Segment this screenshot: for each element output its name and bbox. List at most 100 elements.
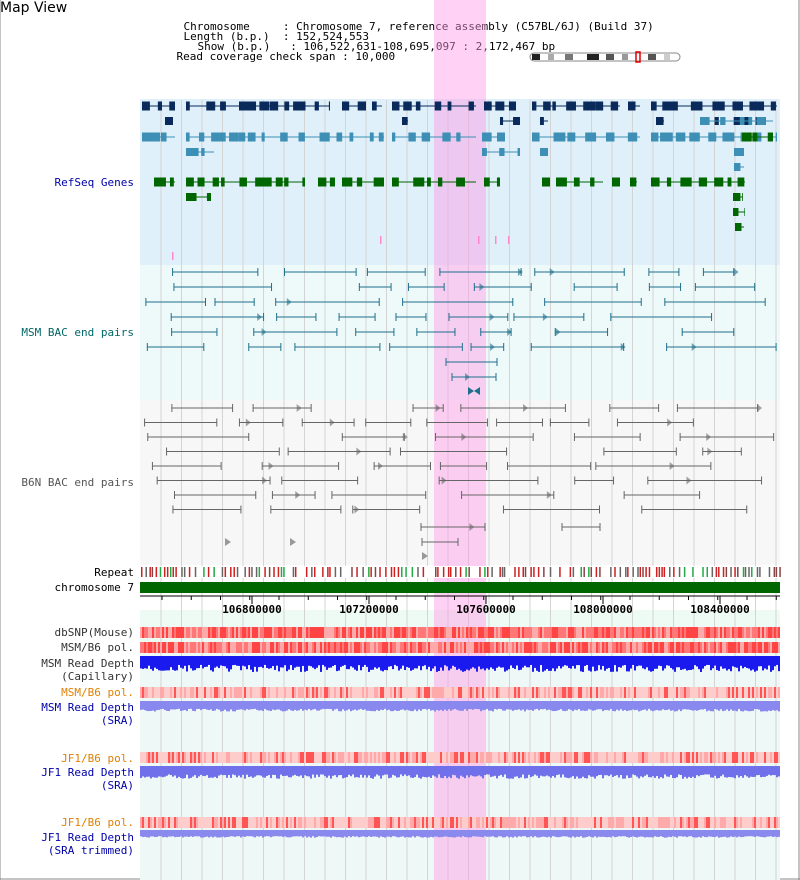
dbsnp-cell (234, 627, 236, 638)
gene-exon (229, 132, 239, 142)
msm-sra-depth (242, 701, 244, 710)
msm-sra-depth (700, 701, 702, 710)
jf1-b6-pol-2-cell (628, 817, 630, 828)
msm-b6-pol-cell (266, 642, 268, 653)
msm-capillary-depth (196, 656, 198, 669)
msm-b6-pol-sra-cell (224, 687, 226, 698)
jf1-trimmed-depth (198, 830, 200, 837)
repeat-element (385, 567, 387, 577)
msm-sra-depth (776, 701, 778, 711)
jf1-b6-pol-cell (266, 752, 268, 763)
msm-sra-depth (216, 701, 218, 709)
repeat-element (759, 567, 761, 577)
msm-sra-depth (146, 701, 148, 711)
msm-b6-pol-sra-cell (386, 687, 388, 698)
jf1-b6-pol-cell (656, 752, 658, 763)
msm-b6-pol-sra-cell (636, 687, 638, 698)
refseq-genes-track[interactable] (142, 101, 777, 261)
jf1-trimmed-depth (338, 830, 340, 838)
b6n-bac-track[interactable] (144, 404, 775, 560)
msm-capillary-depth (214, 656, 216, 668)
jf1-b6-pol-2-cell (156, 817, 158, 828)
dbsnp-cell (400, 627, 402, 638)
jf1-b6-pol-2-cell (526, 817, 528, 828)
msm-sra-depth (258, 701, 260, 711)
jf1-b6-pol-2-cell (602, 817, 604, 828)
msm-sra-depth (454, 701, 456, 709)
gene-exon (197, 177, 205, 187)
label-msm-bac[interactable]: MSM BAC end pairs (21, 326, 134, 339)
msm-sra-depth (574, 701, 576, 710)
repeat-element (203, 567, 205, 577)
label-b6n-bac[interactable]: B6N BAC end pairs (21, 476, 134, 489)
msm-b6-pol-sra-cell (674, 687, 676, 698)
show-key: Show (b.p.) (197, 40, 291, 53)
jf1-b6-pol-2-cell (606, 817, 608, 828)
jf1-sra-depth (566, 766, 568, 778)
jf1-sra-depth (596, 766, 598, 777)
jf1-b6-pol-cell (226, 752, 228, 763)
chromosome-bar[interactable] (140, 582, 780, 593)
msm-b6-pol-sra-cell (162, 687, 164, 698)
msm-bac-track[interactable] (145, 268, 777, 395)
jf1-trimmed-depth (430, 830, 432, 837)
msm-b6-pol-cell (204, 642, 206, 653)
msm-b6-pol-sra-cell (608, 687, 610, 698)
chromosome-ideogram[interactable] (529, 51, 681, 63)
dbsnp-cell (654, 627, 656, 638)
msm-b6-pol-cell (472, 642, 474, 653)
data-tracks[interactable] (140, 627, 780, 838)
msm-capillary-depth (410, 656, 412, 671)
jf1-b6-pol-cell (420, 752, 422, 763)
jf1-b6-pol-cell (506, 752, 508, 763)
gene-exon (732, 101, 743, 111)
msm-capillary-depth (244, 656, 246, 667)
repeat-element (334, 567, 337, 577)
jf1-b6-pol-2-cell (462, 817, 464, 828)
msm-b6-pol-cell (506, 642, 508, 653)
jf1-b6-pol-2-cell (758, 817, 760, 828)
msm-capillary-depth (598, 656, 600, 666)
dbsnp-cell (422, 627, 424, 638)
msm-b6-pol-sra-cell (466, 687, 468, 698)
dbsnp-cell (612, 627, 614, 638)
jf1-b6-pol-cell (542, 752, 544, 763)
jf1-sra-depth (570, 766, 572, 778)
repeat-track[interactable] (140, 566, 781, 578)
jf1-b6-pol-2-cell (240, 817, 242, 828)
jf1-b6-pol-2-cell (634, 817, 636, 828)
jf1-b6-pol-cell (766, 752, 768, 763)
jf1-b6-pol-cell (554, 752, 556, 763)
bac-arrow (286, 298, 292, 306)
msm-sra-depth (144, 701, 146, 711)
jf1-b6-pol-cell (618, 752, 620, 763)
jf1-b6-pol-2-cell (382, 817, 384, 828)
msm-sra-depth (684, 701, 686, 710)
gene-exon (517, 148, 520, 156)
jf1-trimmed-depth (156, 830, 158, 837)
msm-b6-pol-sra-cell (672, 687, 674, 698)
jf1-sra-depth (226, 766, 228, 778)
label-refseq-genes[interactable]: RefSeq Genes (54, 176, 134, 189)
jf1-b6-pol-cell (188, 752, 190, 763)
jf1-sra-depth (590, 766, 592, 777)
dbsnp-cell (300, 627, 302, 638)
jf1-b6-pol-2-cell (266, 817, 268, 828)
jf1-sra-depth (242, 766, 244, 775)
jf1-b6-pol-cell (744, 752, 746, 763)
msm-capillary-depth (592, 656, 594, 667)
dbsnp-cell (758, 627, 760, 638)
jf1-b6-pol-cell (642, 752, 644, 763)
jf1-b6-pol-2-cell (772, 817, 774, 828)
msm-b6-pol-cell (196, 642, 198, 653)
jf1-b6-pol-cell (518, 752, 520, 763)
jf1-b6-pol-cell (760, 752, 762, 763)
gene-exon (238, 101, 249, 111)
jf1-b6-pol-cell (664, 752, 666, 763)
jf1-b6-pol-cell (294, 752, 296, 763)
msm-b6-pol-cell (662, 642, 664, 653)
dbsnp-cell (638, 627, 640, 638)
msm-capillary-depth (566, 656, 568, 666)
msm-sra-depth (578, 701, 580, 709)
